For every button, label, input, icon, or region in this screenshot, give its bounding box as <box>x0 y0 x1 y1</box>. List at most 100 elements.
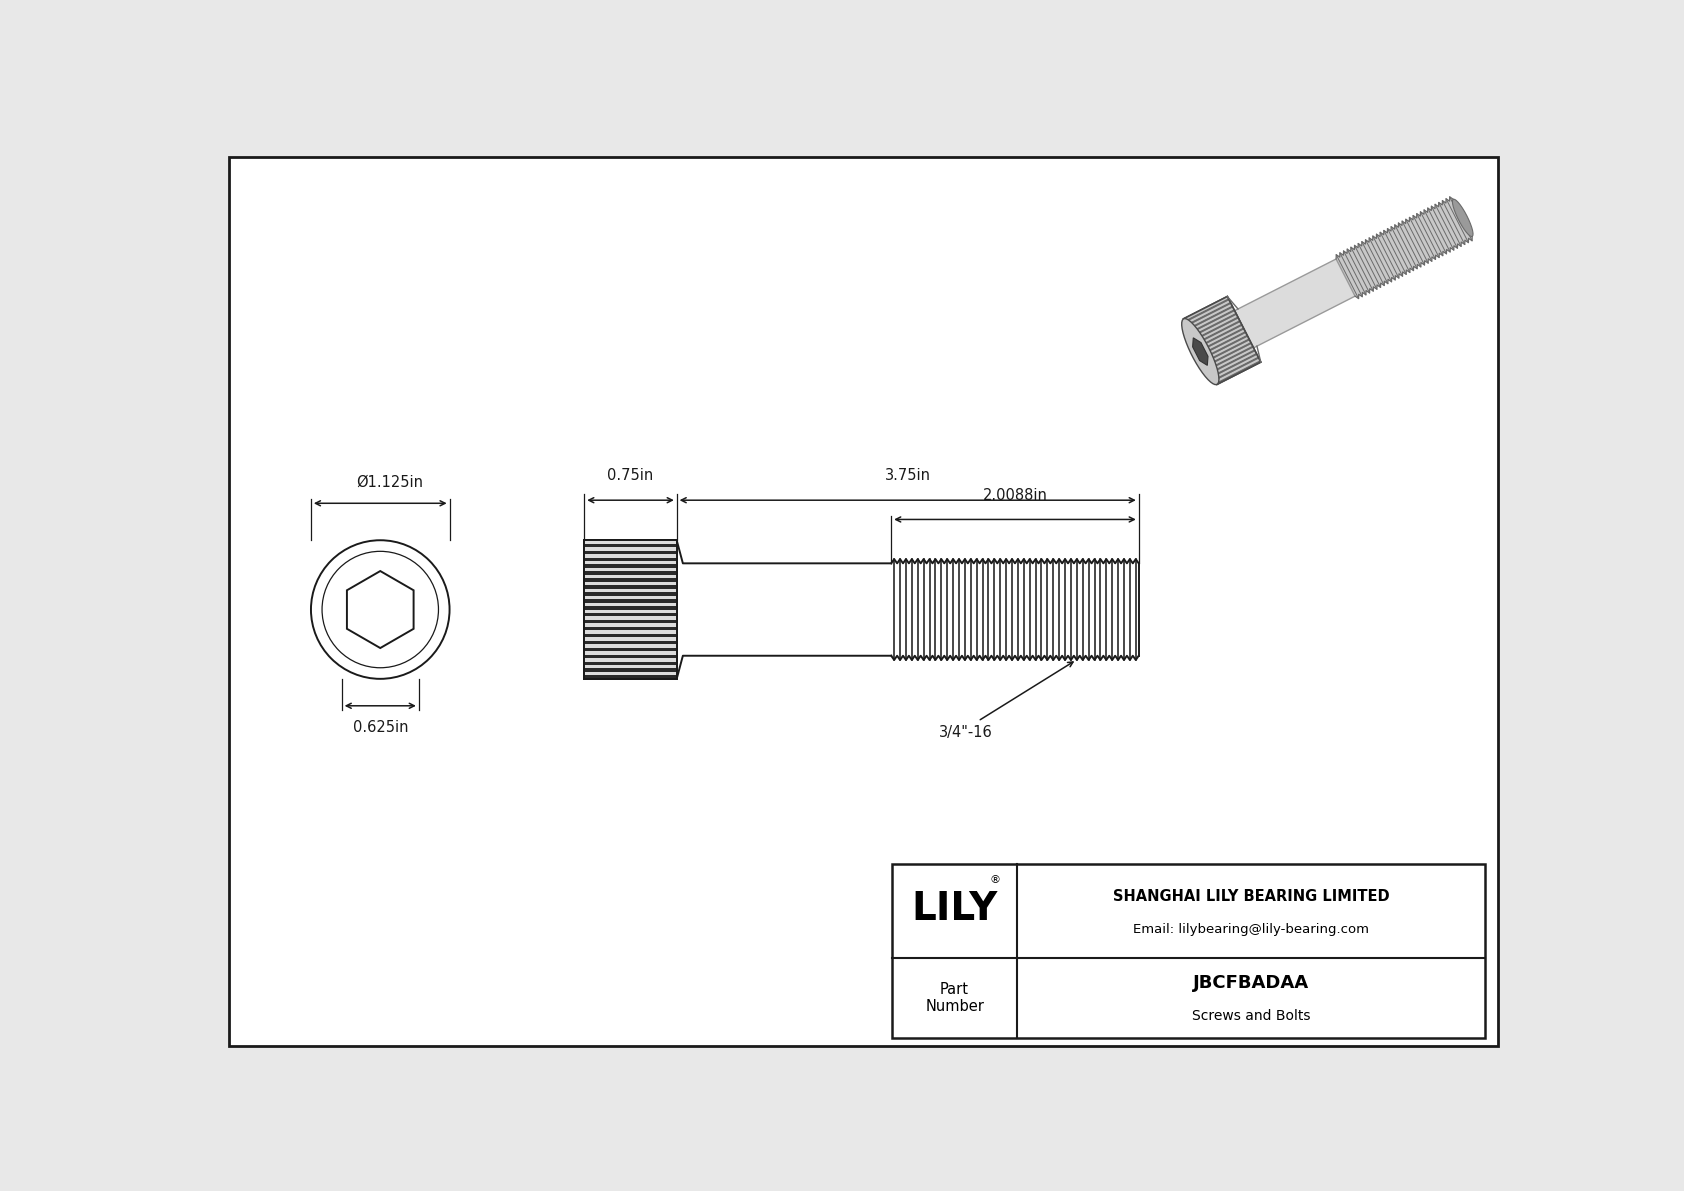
Polygon shape <box>1214 356 1260 381</box>
Text: LILY: LILY <box>911 890 997 928</box>
Bar <box>584 621 677 623</box>
Polygon shape <box>1216 361 1261 385</box>
Polygon shape <box>347 570 414 648</box>
Polygon shape <box>1202 333 1246 357</box>
Bar <box>584 668 677 672</box>
Polygon shape <box>1182 318 1219 385</box>
Text: 0.75in: 0.75in <box>608 468 653 484</box>
Polygon shape <box>1191 310 1234 333</box>
Bar <box>584 585 677 588</box>
Polygon shape <box>1187 304 1233 328</box>
Bar <box>584 641 677 644</box>
Polygon shape <box>1194 317 1238 341</box>
Text: 3/4"-16: 3/4"-16 <box>940 725 994 740</box>
Bar <box>584 550 677 554</box>
Bar <box>584 541 677 679</box>
Bar <box>584 661 677 665</box>
Polygon shape <box>1189 307 1234 331</box>
Polygon shape <box>1201 331 1246 355</box>
Bar <box>584 579 677 582</box>
Bar <box>584 568 677 572</box>
Polygon shape <box>1184 298 1229 323</box>
Polygon shape <box>1191 311 1236 335</box>
Bar <box>584 659 677 661</box>
Circle shape <box>322 551 438 668</box>
Polygon shape <box>1207 344 1253 368</box>
Polygon shape <box>1189 306 1233 330</box>
Polygon shape <box>1206 341 1251 364</box>
Bar <box>893 863 1485 1039</box>
Polygon shape <box>1197 322 1241 347</box>
Polygon shape <box>1212 355 1258 379</box>
Bar <box>584 561 677 565</box>
Polygon shape <box>1335 197 1472 299</box>
Polygon shape <box>1211 351 1256 375</box>
Bar <box>584 655 677 659</box>
Bar <box>584 544 677 547</box>
Text: ®: ® <box>990 875 1000 886</box>
Bar <box>584 606 677 610</box>
Text: Screws and Bolts: Screws and Bolts <box>1192 1009 1310 1023</box>
Bar <box>584 648 677 651</box>
Polygon shape <box>1209 348 1255 372</box>
Bar <box>584 557 677 561</box>
Polygon shape <box>1209 345 1253 370</box>
Bar <box>584 617 677 621</box>
Polygon shape <box>1206 338 1250 362</box>
Text: SHANGHAI LILY BEARING LIMITED: SHANGHAI LILY BEARING LIMITED <box>1113 888 1389 904</box>
Bar <box>584 630 677 634</box>
Polygon shape <box>1207 342 1251 366</box>
Bar <box>584 651 677 655</box>
Polygon shape <box>1199 325 1243 350</box>
Polygon shape <box>1187 303 1231 326</box>
Bar <box>584 582 677 585</box>
Bar <box>584 592 677 596</box>
Bar <box>584 565 677 568</box>
Bar <box>584 554 677 557</box>
Polygon shape <box>1192 314 1238 338</box>
Polygon shape <box>1199 328 1244 351</box>
Text: Ø1.125in: Ø1.125in <box>355 474 423 490</box>
Bar <box>684 563 891 656</box>
Polygon shape <box>1184 297 1261 385</box>
Polygon shape <box>891 559 1138 660</box>
Bar <box>584 672 677 675</box>
Text: Part
Number: Part Number <box>925 981 983 1015</box>
Polygon shape <box>1201 329 1244 354</box>
Polygon shape <box>1192 313 1236 337</box>
Polygon shape <box>1216 358 1260 382</box>
Circle shape <box>312 541 450 679</box>
Bar <box>584 637 677 641</box>
Text: 2.0088in: 2.0088in <box>982 487 1047 503</box>
Bar <box>584 610 677 613</box>
Polygon shape <box>1192 338 1207 366</box>
Bar <box>584 613 677 617</box>
Polygon shape <box>1196 320 1241 344</box>
Text: 3.75in: 3.75in <box>884 468 931 484</box>
Bar <box>584 634 677 637</box>
Polygon shape <box>1202 335 1248 358</box>
Polygon shape <box>1197 324 1243 348</box>
Bar <box>584 596 677 599</box>
Text: 0.625in: 0.625in <box>352 719 408 735</box>
Polygon shape <box>1194 318 1239 343</box>
Text: JBCFBADAA: JBCFBADAA <box>1192 974 1308 992</box>
Bar <box>584 588 677 592</box>
Polygon shape <box>1204 337 1250 361</box>
Bar <box>584 675 677 679</box>
Bar <box>584 547 677 550</box>
Polygon shape <box>1452 199 1474 237</box>
Bar <box>584 623 677 626</box>
Polygon shape <box>1212 353 1256 378</box>
Polygon shape <box>1186 300 1229 324</box>
Bar <box>584 575 677 579</box>
Bar <box>584 572 677 575</box>
Bar <box>584 626 677 630</box>
Bar <box>584 541 677 679</box>
Bar <box>584 603 677 606</box>
Text: Email: lilybearing@lily-bearing.com: Email: lilybearing@lily-bearing.com <box>1133 923 1369 936</box>
Bar <box>584 644 677 648</box>
Bar <box>584 541 677 544</box>
Polygon shape <box>1234 258 1356 348</box>
Polygon shape <box>1184 297 1228 320</box>
